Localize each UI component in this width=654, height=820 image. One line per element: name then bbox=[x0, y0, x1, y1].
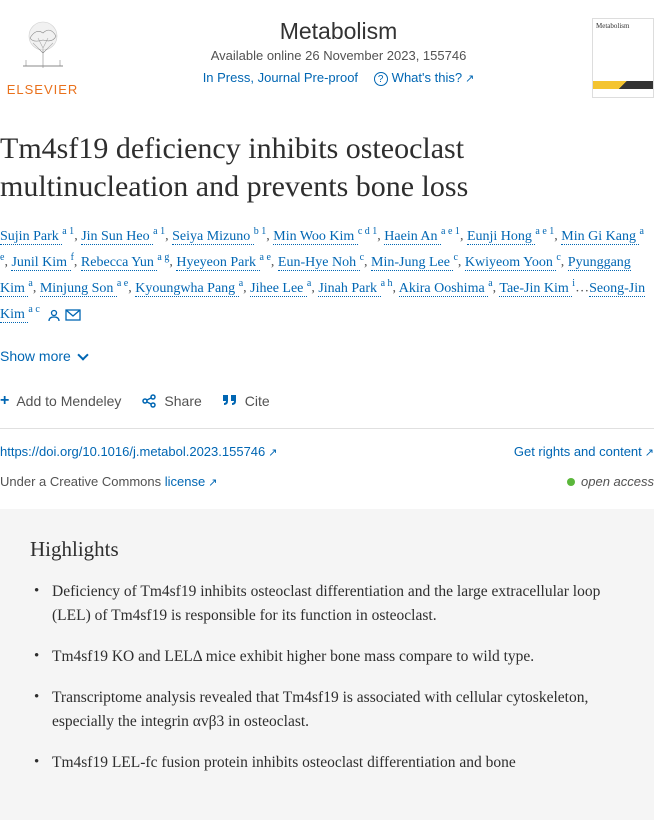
affiliation: a e 1 bbox=[535, 226, 554, 237]
share-button[interactable]: Share bbox=[141, 392, 201, 410]
author-link[interactable]: Min Gi Kang bbox=[561, 229, 639, 245]
author-link[interactable]: Haein An bbox=[384, 229, 441, 245]
author-link[interactable]: Sujin Park bbox=[0, 229, 62, 245]
whats-this-link[interactable]: ?What's this?↗ bbox=[374, 70, 475, 85]
actions-bar: + Add to Mendeley Share Cite bbox=[0, 382, 654, 429]
author-link[interactable]: Rebecca Yun bbox=[81, 255, 157, 271]
author-link[interactable]: Seiya Mizuno bbox=[172, 229, 254, 245]
journal-cover[interactable]: Metabolism bbox=[592, 18, 654, 98]
affiliation: a g bbox=[157, 252, 169, 263]
author-link[interactable]: Junil Kim bbox=[11, 255, 70, 271]
affiliation: a e bbox=[260, 252, 271, 263]
author-link[interactable]: Minjung Son bbox=[40, 281, 117, 297]
author-link[interactable]: Hyeyeon Park bbox=[176, 255, 259, 271]
highlight-item: Tm4sf19 LEL-fc fusion protein inhibits o… bbox=[30, 751, 624, 775]
author-link[interactable]: Jin Sun Heo bbox=[81, 229, 153, 245]
highlights-heading: Highlights bbox=[30, 537, 624, 562]
highlights-section: Highlights Deficiency of Tm4sf19 inhibit… bbox=[0, 509, 654, 820]
doi-link[interactable]: https://doi.org/10.1016/j.metabol.2023.1… bbox=[0, 444, 277, 459]
affiliation: b 1 bbox=[254, 226, 267, 237]
publisher-logo[interactable]: ELSEVIER bbox=[0, 18, 85, 97]
press-status[interactable]: In Press, Journal Pre-proof bbox=[203, 70, 358, 85]
highlight-item: Deficiency of Tm4sf19 inhibits osteoclas… bbox=[30, 580, 624, 628]
journal-name[interactable]: Metabolism bbox=[95, 18, 582, 45]
publication-date: Available online 26 November 2023, 15574… bbox=[95, 48, 582, 63]
plus-icon: + bbox=[0, 392, 9, 410]
chevron-down-icon bbox=[77, 350, 88, 361]
affiliation: a e bbox=[117, 278, 128, 289]
affiliation: a e 1 bbox=[441, 226, 460, 237]
license-text: Under a Creative Commons license↗ bbox=[0, 474, 217, 489]
author-link[interactable]: Kwiyeom Yoon bbox=[465, 255, 556, 271]
highlight-item: Transcriptome analysis revealed that Tm4… bbox=[30, 686, 624, 734]
corresponding-author-icons[interactable] bbox=[44, 307, 81, 322]
author-link[interactable]: Eunji Hong bbox=[467, 229, 535, 245]
article-title: Tm4sf19 deficiency inhibits osteoclast m… bbox=[0, 108, 654, 223]
affiliation: a 1 bbox=[62, 226, 74, 237]
open-access-dot-icon bbox=[567, 478, 575, 486]
affiliation: c d 1 bbox=[358, 226, 377, 237]
author-link[interactable]: Min Woo Kim bbox=[273, 229, 358, 245]
rights-link[interactable]: Get rights and content↗ bbox=[514, 444, 654, 459]
quote-icon bbox=[222, 394, 238, 408]
author-link[interactable]: Kyoungwha Pang bbox=[135, 281, 238, 297]
help-icon: ? bbox=[374, 72, 388, 86]
open-access-badge: open access bbox=[567, 474, 654, 489]
author-link[interactable]: Akira Ooshima bbox=[399, 281, 488, 297]
elsevier-tree-icon bbox=[8, 18, 78, 73]
authors-list: Sujin Park a 1, Jin Sun Heo a 1, Seiya M… bbox=[0, 223, 654, 336]
affiliation: a c bbox=[28, 304, 39, 315]
publisher-name: ELSEVIER bbox=[0, 82, 85, 97]
share-icon bbox=[141, 393, 157, 409]
cover-accent bbox=[593, 81, 653, 89]
cite-button[interactable]: Cite bbox=[222, 392, 270, 410]
author-link[interactable]: Jinah Park bbox=[318, 281, 380, 297]
affiliation: a 1 bbox=[153, 226, 165, 237]
license-link[interactable]: license↗ bbox=[165, 474, 218, 489]
author-link[interactable]: Min-Jung Lee bbox=[371, 255, 453, 271]
affiliation: a h bbox=[381, 278, 393, 289]
highlight-item: Tm4sf19 KO and LELΔ mice exhibit higher … bbox=[30, 645, 624, 669]
author-link[interactable]: Tae-Jin Kim bbox=[499, 281, 572, 297]
cover-title: Metabolism bbox=[593, 19, 653, 33]
author-link[interactable]: Eun-Hye Noh bbox=[278, 255, 360, 271]
show-more-button[interactable]: Show more bbox=[0, 336, 654, 382]
add-mendeley-button[interactable]: + Add to Mendeley bbox=[0, 392, 121, 410]
author-link[interactable]: Jihee Lee bbox=[250, 281, 307, 297]
